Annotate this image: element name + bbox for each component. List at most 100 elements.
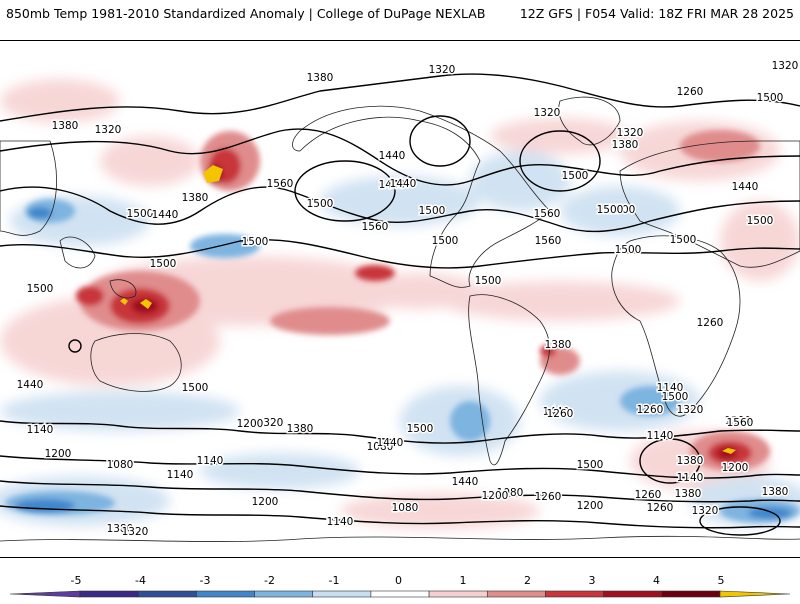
- contour-label: 1080: [107, 459, 134, 471]
- contour-label: 1500: [615, 244, 642, 256]
- contour-label: 1260: [677, 86, 704, 98]
- run-info: 12Z GFS | F054 Valid: 18Z FRI MAR 28 202…: [519, 6, 794, 21]
- contour-label: 1440: [390, 178, 417, 190]
- height-contours: [0, 73, 800, 536]
- contour-label: 1140: [327, 516, 354, 528]
- contour-label: 1320: [429, 64, 456, 76]
- colorbar-tick-label: 3: [589, 574, 596, 587]
- contour-label: 1320: [677, 404, 704, 416]
- contour-label: 1260: [535, 491, 562, 503]
- colorbar-segment: [661, 590, 721, 598]
- contour-label: 1260: [547, 408, 574, 420]
- contour-label: 1320: [122, 526, 149, 538]
- contour-label: 1500: [182, 382, 209, 394]
- contour-label: 1560: [362, 221, 389, 233]
- colorbar-segment: [370, 590, 430, 598]
- contour-label: 1320: [772, 60, 799, 72]
- contour-label: 1200: [722, 462, 749, 474]
- colorbar-segment: [603, 590, 663, 598]
- contour-label: 1500: [577, 459, 604, 471]
- contour-label: 1440: [379, 179, 406, 191]
- contour-label: 1260: [647, 502, 674, 514]
- contour-label: 1200: [237, 418, 264, 430]
- colorbar-tick-label: 2: [524, 574, 531, 587]
- contour-label: 1440: [379, 150, 406, 162]
- colorbar-tick-label: -1: [329, 574, 340, 587]
- contour-label: 1140: [197, 455, 224, 467]
- contour-label: 1500: [597, 204, 624, 216]
- contour-label: 1440: [17, 379, 44, 391]
- colorbar-segment: [312, 590, 372, 598]
- contour-label: 1140: [167, 469, 194, 481]
- contour-label: 1260: [635, 489, 662, 501]
- contour-label: 1440: [543, 406, 570, 418]
- contour-label: 1200: [482, 490, 509, 502]
- colorbar-tick-label: -2: [264, 574, 275, 587]
- colorbar-segment: [196, 590, 255, 598]
- colorbar-tick-label: -3: [200, 574, 211, 587]
- contour-label: 1500: [419, 205, 446, 217]
- contour-label: 1500: [242, 236, 269, 248]
- contour-label: 1260: [697, 317, 724, 329]
- colorbar-high-arrow: [719, 590, 791, 598]
- contour-label: 1380: [307, 72, 334, 84]
- colorbar-tick-label: 5: [718, 574, 725, 587]
- colorbar-low-arrow: [9, 590, 81, 598]
- contour-label: 1380: [52, 120, 79, 132]
- contour-label: 1380: [612, 140, 639, 152]
- contour-label: 1200: [252, 496, 279, 508]
- contour-label: 1500: [747, 215, 774, 227]
- contour-label: 1500: [562, 170, 589, 182]
- contour-label: 1380: [675, 488, 702, 500]
- colorbar-tick-label: 4: [653, 574, 660, 587]
- contour-label: 1440: [152, 209, 179, 221]
- contour-label: 1500: [757, 92, 784, 104]
- colorbar-tick-label: 0: [395, 574, 402, 587]
- contour-label: 1500: [407, 423, 434, 435]
- contour-label: 1080: [367, 441, 394, 453]
- contour-label: 1500: [432, 235, 459, 247]
- contour-label: 1200: [45, 448, 72, 460]
- colorbar-segment: [137, 590, 197, 598]
- contour-label: 1320: [617, 127, 644, 139]
- contour-label: 1080: [497, 487, 524, 499]
- contour-label: 1440: [452, 476, 479, 488]
- contour-label: 1320: [95, 124, 122, 136]
- contour-label: 1560: [535, 235, 562, 247]
- colorbar-segment: [545, 590, 604, 598]
- coastlines: [0, 96, 800, 542]
- colorbar-tick-label: 1: [460, 574, 467, 587]
- contour-label: 1500: [670, 234, 697, 246]
- contour-label: 1380: [612, 139, 639, 151]
- colorbar-legend: -5 -4 -3 -2 -1 0 1 2 3 4 5: [0, 566, 800, 600]
- contour-label: 1380: [677, 455, 704, 467]
- contour-label: 1500: [307, 198, 334, 210]
- colorbar-segment: [486, 590, 546, 598]
- contour-label: 1380: [107, 523, 134, 535]
- colorbar-tick-label: -4: [135, 574, 146, 587]
- colorbar: -5 -4 -3 -2 -1 0 1 2 3 4 5: [9, 574, 791, 598]
- contour-label: 1200: [577, 500, 604, 512]
- map-title: 850mb Temp 1981-2010 Standardized Anomal…: [6, 6, 486, 21]
- anomaly-shading: [0, 79, 800, 529]
- contour-label: 1500: [475, 275, 502, 287]
- contour-label: 1500: [27, 283, 54, 295]
- contour-label: 1320: [692, 505, 719, 517]
- contour-label: 1560: [534, 208, 561, 220]
- contour-label: 1500: [150, 258, 177, 270]
- contour-label: 1320: [257, 417, 284, 429]
- contour-label: 1380: [762, 486, 789, 498]
- contour-label: 1380: [182, 192, 209, 204]
- colorbar-tick-label: -5: [71, 574, 82, 587]
- contour-label: 1260: [637, 404, 664, 416]
- contour-label: 1080: [392, 502, 419, 514]
- contour-label: 1500: [127, 208, 154, 220]
- contour-label: 1440: [377, 437, 404, 449]
- anomaly-map: 1380 1320 1320 1380 1320 1440 1500 1380 1440 1560…: [0, 40, 800, 558]
- contour-label: 1140: [657, 382, 684, 394]
- contour-label: 1560: [267, 178, 294, 190]
- contour-label: 1380: [545, 339, 572, 351]
- colorbar-segment: [428, 590, 488, 598]
